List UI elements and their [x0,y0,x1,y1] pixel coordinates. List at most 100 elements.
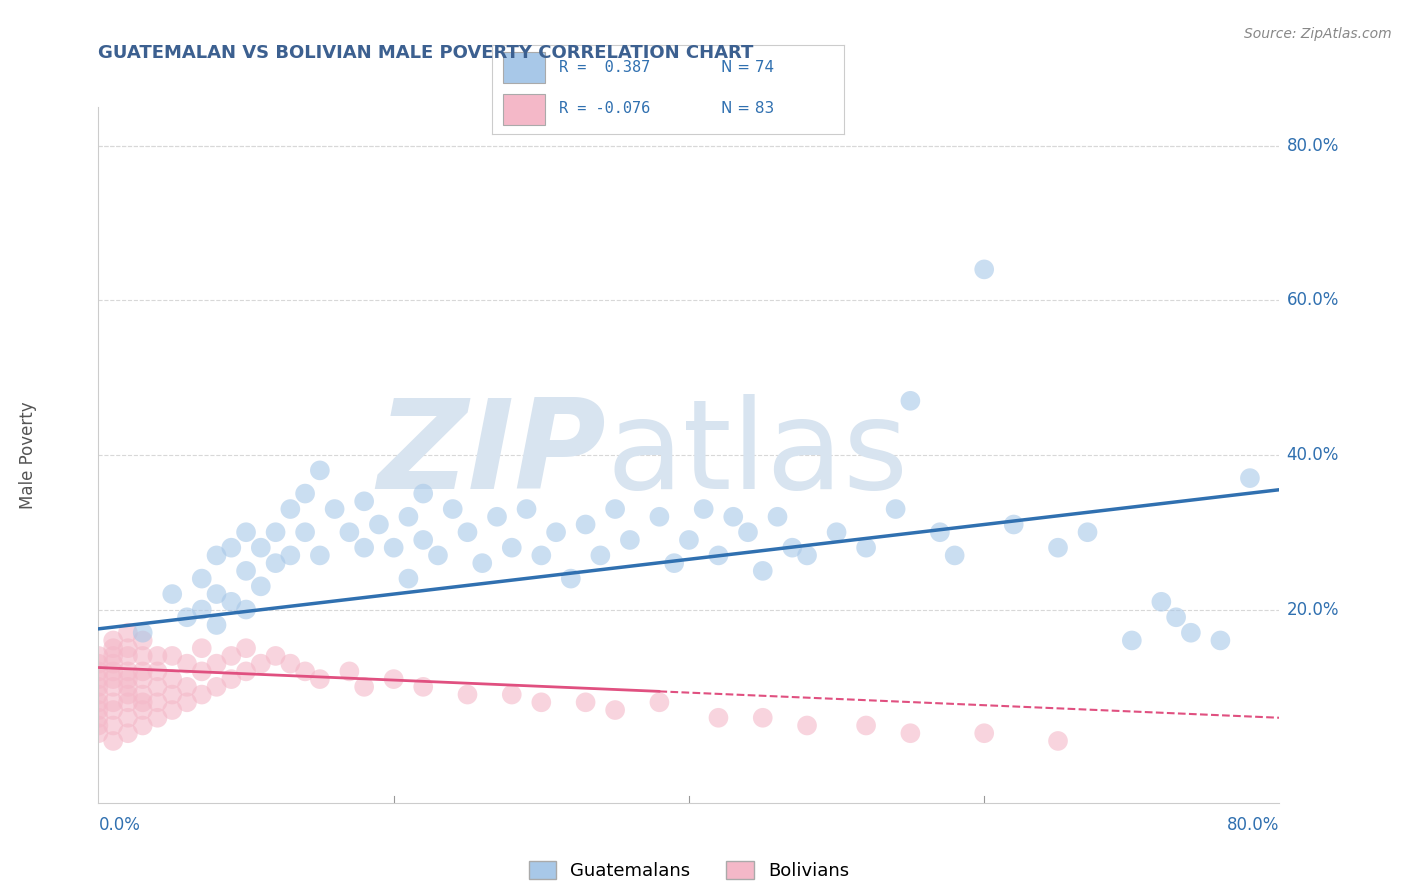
Point [1209,633,1232,648]
Point [441,502,464,516]
Point [544,525,567,540]
Point [235,564,257,578]
Point [87,672,110,686]
Point [205,618,228,632]
Point [103,672,125,686]
Text: 40.0%: 40.0% [1286,446,1339,464]
Point [1121,633,1143,648]
Point [132,672,155,686]
Point [146,665,169,679]
Point [323,502,346,516]
Point [162,587,183,601]
Point [664,556,686,570]
Point [574,695,596,709]
Point [796,718,818,732]
Point [87,665,110,679]
Point [103,734,125,748]
Point [250,541,273,555]
Point [294,665,316,679]
Point [412,680,434,694]
Point [530,695,553,709]
Point [103,680,125,694]
Text: 80.0%: 80.0% [1227,816,1279,834]
Point [132,688,155,702]
Text: Source: ZipAtlas.com: Source: ZipAtlas.com [1244,27,1392,41]
Text: Male Poverty: Male Poverty [20,401,37,508]
Point [368,517,391,532]
Text: N = 83: N = 83 [721,101,773,116]
Point [87,688,110,702]
Point [678,533,700,547]
Point [103,657,125,671]
Point [353,680,375,694]
Point [103,633,125,648]
Point [471,556,494,570]
Point [1077,525,1099,540]
Point [235,665,257,679]
Text: GUATEMALAN VS BOLIVIAN MALE POVERTY CORRELATION CHART: GUATEMALAN VS BOLIVIAN MALE POVERTY CORR… [98,45,754,62]
Point [205,549,228,563]
Point [707,549,730,563]
Point [294,486,316,500]
Point [87,648,110,663]
Point [648,695,671,709]
Point [353,494,375,508]
Point [87,711,110,725]
Point [219,672,242,686]
Point [132,703,155,717]
Point [693,502,716,516]
Point [264,525,287,540]
Point [353,541,375,555]
Point [117,665,139,679]
Text: atlas: atlas [606,394,908,516]
Point [309,463,332,477]
Point [132,633,155,648]
Legend: Guatemalans, Bolivians: Guatemalans, Bolivians [522,854,856,888]
Point [235,641,257,656]
Point [117,726,139,740]
Point [855,718,877,732]
Point [825,525,848,540]
Point [132,695,155,709]
FancyBboxPatch shape [503,52,544,83]
Point [117,625,139,640]
Point [574,517,596,532]
Point [530,549,553,563]
Point [382,541,405,555]
Point [337,665,360,679]
Point [973,262,995,277]
Point [1046,734,1069,748]
Point [103,648,125,663]
Point [132,648,155,663]
Point [412,486,434,500]
Point [235,602,257,616]
Point [589,549,612,563]
Point [648,509,671,524]
Point [146,680,169,694]
Point [205,657,228,671]
Point [87,657,110,671]
Point [117,648,139,663]
Point [396,572,419,586]
Point [900,726,922,740]
Point [103,718,125,732]
Text: R = -0.076: R = -0.076 [560,101,650,116]
Point [176,657,198,671]
Point [219,595,242,609]
Point [146,648,169,663]
Point [486,509,509,524]
Point [117,695,139,709]
Point [176,680,198,694]
Text: 20.0%: 20.0% [1286,600,1339,618]
Point [176,610,198,624]
Point [884,502,907,516]
Point [855,541,877,555]
Point [117,641,139,656]
Point [132,625,155,640]
Point [751,564,773,578]
Point [782,541,804,555]
Point [191,602,214,616]
Point [427,549,450,563]
Point [973,726,995,740]
Point [1002,517,1025,532]
